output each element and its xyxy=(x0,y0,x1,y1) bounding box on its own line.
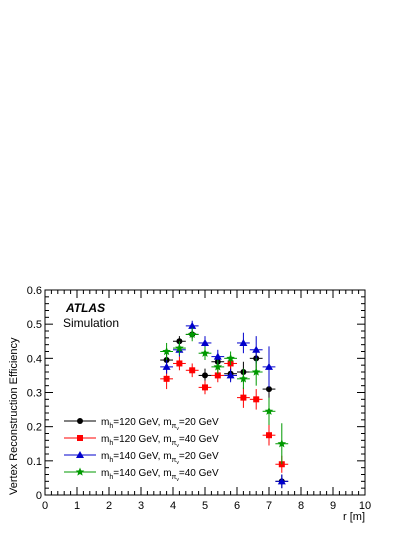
data-point xyxy=(189,367,196,374)
y-tick-labels: 0 0.1 0.2 0.3 0.4 0.5 0.6 xyxy=(27,285,42,502)
y-tick-label: 0.2 xyxy=(27,422,42,434)
data-point xyxy=(202,384,208,391)
axis-ticks xyxy=(44,289,366,496)
legend-entry-1: mh=120 GeV, mπv=20 GeV xyxy=(64,417,219,432)
data-point xyxy=(163,375,170,382)
data-point xyxy=(214,372,221,379)
data-point xyxy=(226,353,235,362)
y-tick-label: 0.1 xyxy=(27,456,42,468)
data-point xyxy=(252,345,261,353)
legend-label: mh=140 GeV, mπv=40 GeV xyxy=(101,468,219,483)
y-tick-label: 0.6 xyxy=(27,285,42,297)
x-tick-label: 2 xyxy=(106,500,112,512)
x-tick-label: 10 xyxy=(359,500,371,512)
legend-label: mh=140 GeV, mπv=20 GeV xyxy=(101,451,219,466)
x-tick-label: 3 xyxy=(138,500,144,512)
legend-marker xyxy=(75,467,85,476)
y-tick-label: 0 xyxy=(36,490,42,502)
data-point xyxy=(213,362,223,371)
legend-entry-2: mh=120 GeV, mπv=40 GeV xyxy=(64,434,219,449)
data-point xyxy=(265,362,273,370)
data-points xyxy=(160,320,289,489)
data-point xyxy=(226,371,235,379)
x-tick-labels: 0 1 2 3 4 5 6 7 8 9 10 xyxy=(42,500,371,512)
data-point xyxy=(175,343,184,352)
data-point xyxy=(277,439,287,448)
data-point xyxy=(264,406,274,415)
x-tick-label: 8 xyxy=(298,500,304,512)
data-point xyxy=(251,367,261,376)
data-point xyxy=(239,374,248,383)
x-tick-label: 4 xyxy=(170,500,176,512)
y-tick-label: 0.3 xyxy=(27,388,42,400)
atlas-label: ATLAS xyxy=(65,301,105,315)
data-point xyxy=(239,338,248,346)
data-point xyxy=(202,372,208,379)
data-point xyxy=(201,338,209,346)
legend-marker xyxy=(77,435,83,441)
x-tick-label: 0 xyxy=(42,500,48,512)
legend-marker xyxy=(76,451,84,458)
legend-label: mh=120 GeV, mπv=20 GeV xyxy=(101,417,219,432)
x-tick-label: 5 xyxy=(202,500,208,512)
data-point xyxy=(266,386,272,393)
legend-entry-4: mh=140 GeV, mπv=40 GeV xyxy=(64,467,219,483)
data-point xyxy=(266,432,272,439)
data-point xyxy=(188,321,197,329)
legend-marker xyxy=(77,418,83,424)
y-tick-label: 0.4 xyxy=(27,353,42,365)
data-point xyxy=(240,394,247,401)
data-point xyxy=(176,360,183,367)
x-tick-label: 6 xyxy=(234,500,240,512)
data-point xyxy=(200,348,210,357)
legend-entry-3: mh=140 GeV, mπv=20 GeV xyxy=(64,451,219,466)
x-axis-title: r [m] xyxy=(343,511,365,523)
data-point xyxy=(277,477,286,485)
data-point xyxy=(213,352,222,360)
data-point xyxy=(253,396,260,403)
data-point xyxy=(187,329,197,339)
x-tick-label: 7 xyxy=(266,500,272,512)
series-4 xyxy=(160,327,289,465)
data-point xyxy=(162,347,171,356)
data-point xyxy=(162,362,171,370)
legend-label: mh=120 GeV, mπv=40 GeV xyxy=(101,434,219,449)
x-tick-label: 9 xyxy=(330,500,336,512)
simulation-label: Simulation xyxy=(63,316,119,330)
y-axis-title: Vertex Reconstruction Efficiency xyxy=(8,337,20,495)
x-tick-label: 1 xyxy=(74,500,80,512)
y-tick-label: 0.5 xyxy=(27,319,42,331)
legend: mh=120 GeV, mπv=20 GeV mh=120 GeV, mπv=40… xyxy=(64,417,219,483)
